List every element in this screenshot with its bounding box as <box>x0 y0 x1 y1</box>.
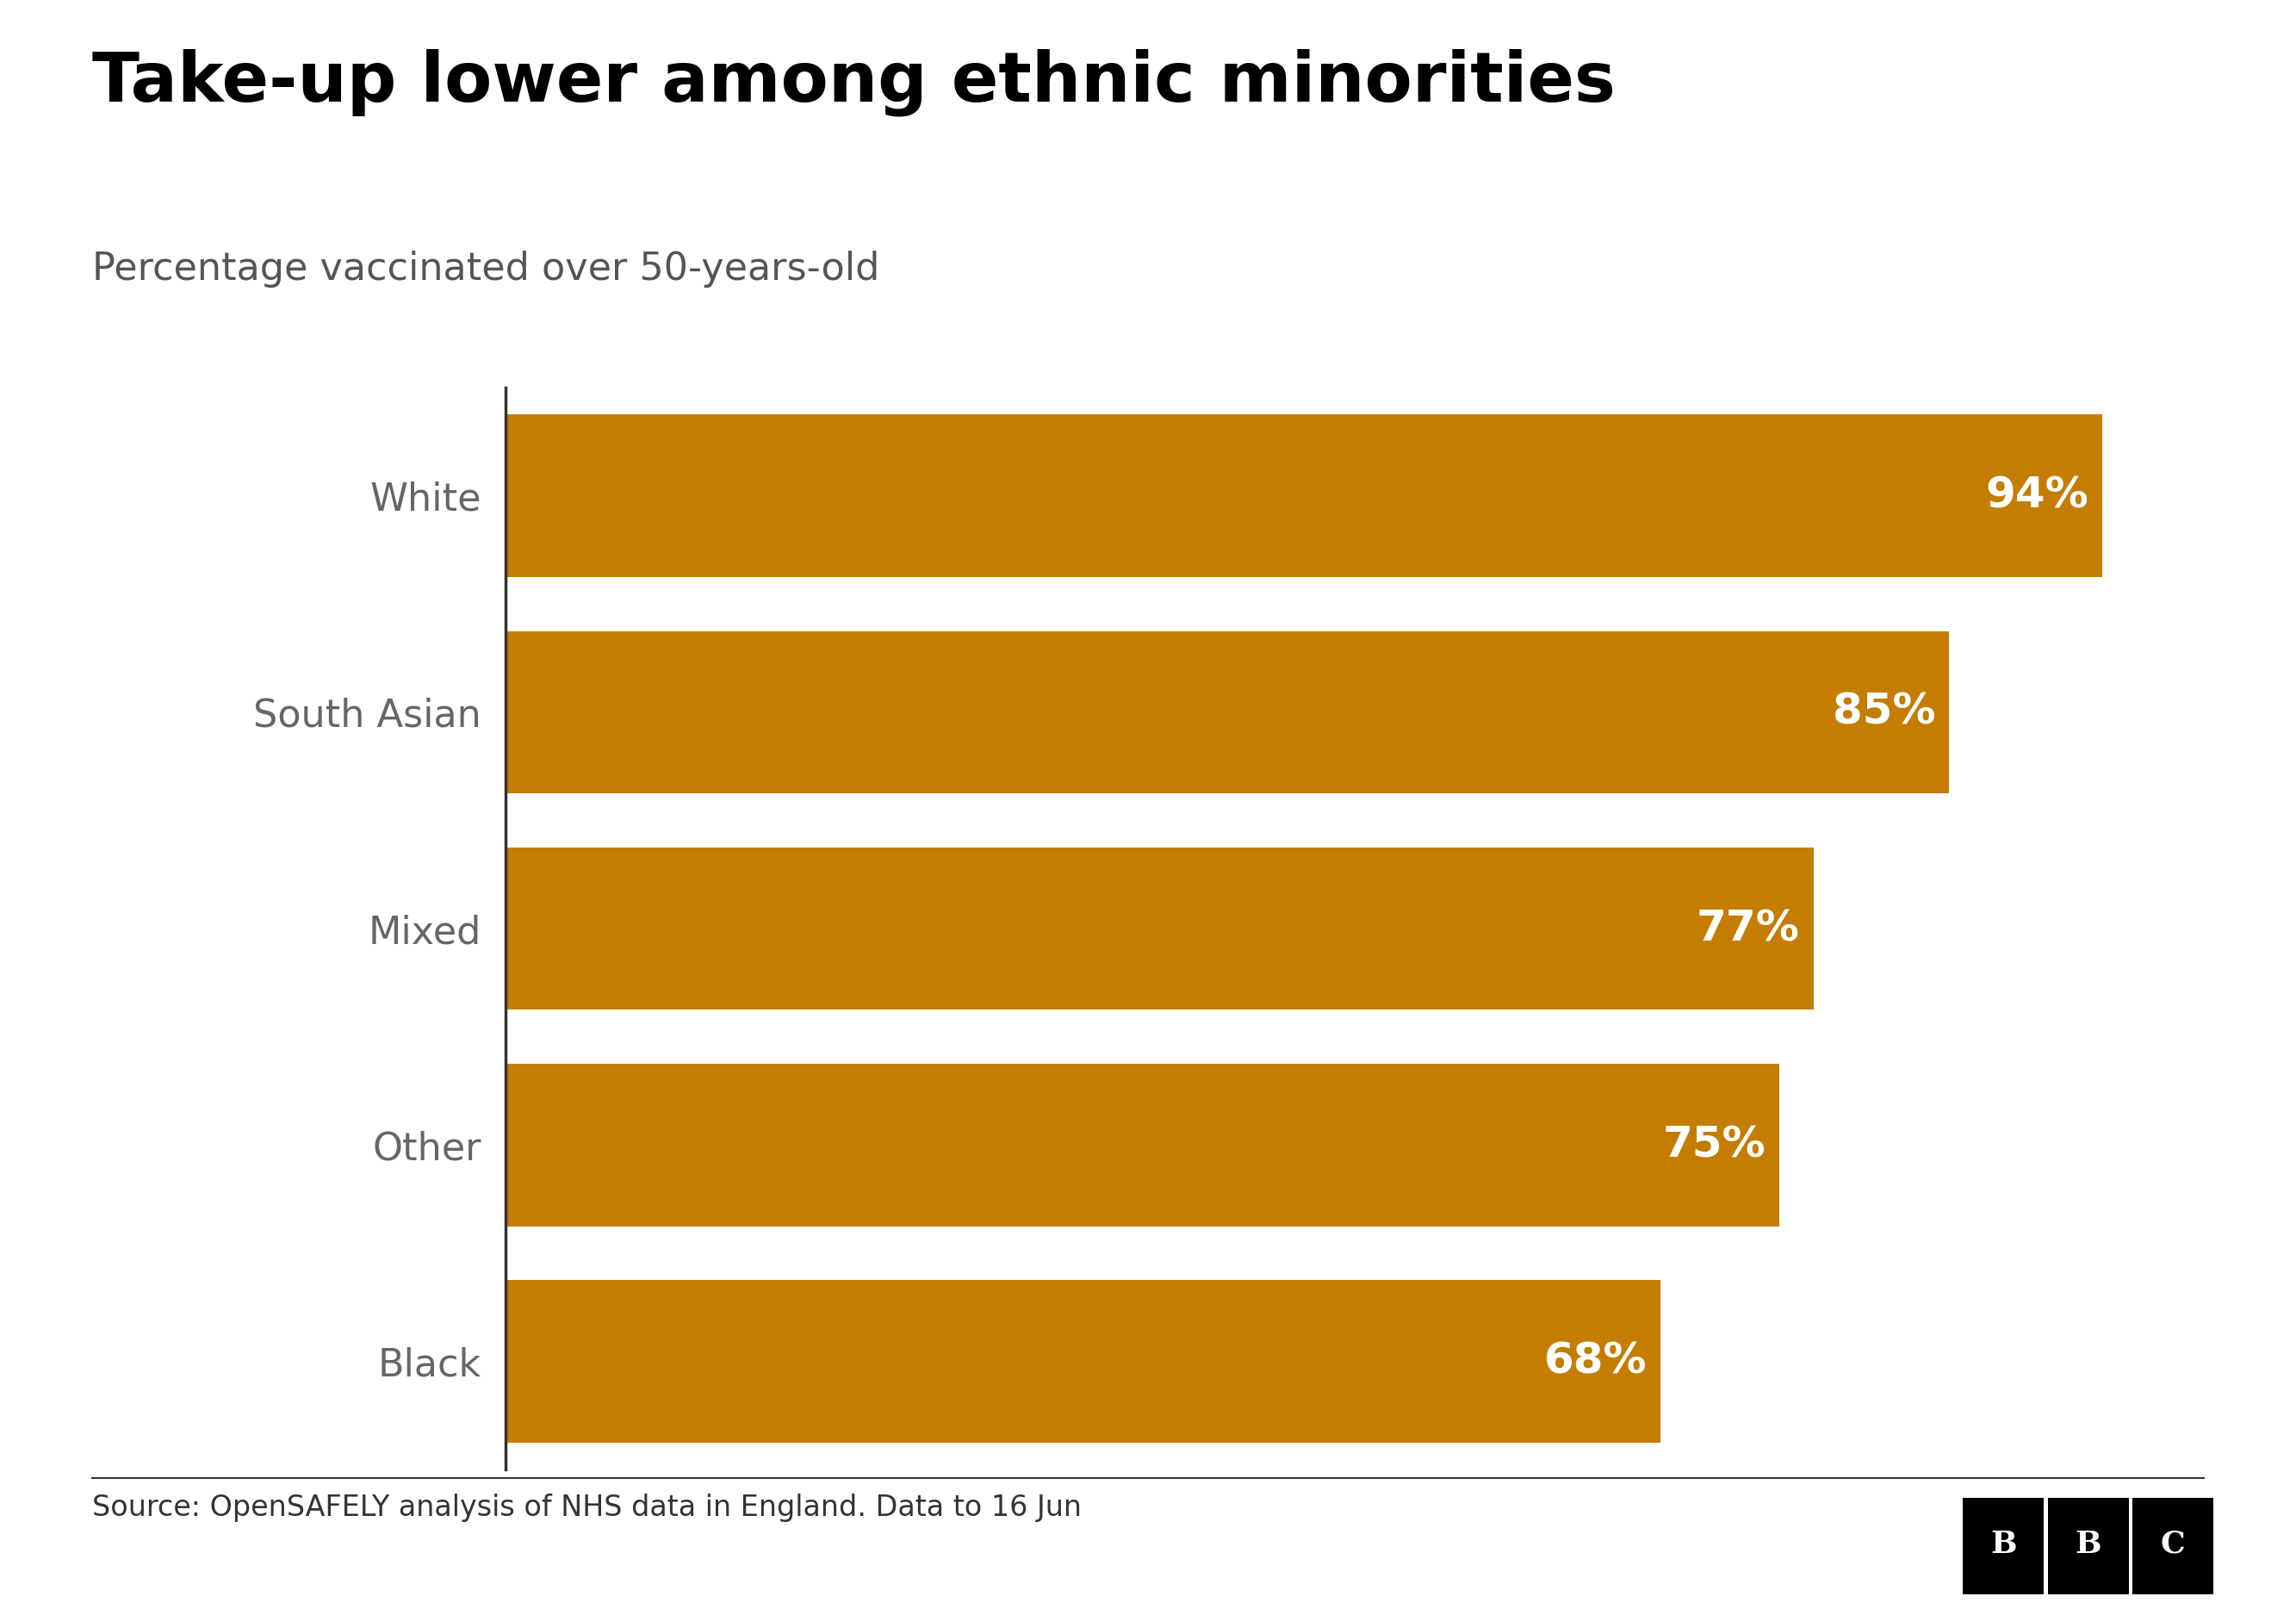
Text: Take-up lower among ethnic minorities: Take-up lower among ethnic minorities <box>92 48 1616 116</box>
Text: 77%: 77% <box>1697 908 1800 950</box>
Bar <box>505 415 2103 577</box>
Text: C: C <box>2161 1529 2186 1558</box>
Text: Percentage vaccinated over 50-years-old: Percentage vaccinated over 50-years-old <box>92 250 879 287</box>
Text: B: B <box>2076 1529 2101 1558</box>
Text: 75%: 75% <box>1662 1124 1766 1166</box>
Text: 85%: 85% <box>1832 691 1936 733</box>
Bar <box>505 1064 1779 1226</box>
Bar <box>505 1281 1660 1442</box>
FancyBboxPatch shape <box>2133 1499 2213 1594</box>
Text: 94%: 94% <box>1986 475 2089 517</box>
FancyBboxPatch shape <box>1963 1499 2043 1594</box>
Text: 68%: 68% <box>1543 1340 1646 1382</box>
FancyBboxPatch shape <box>2048 1499 2128 1594</box>
Text: Source: OpenSAFELY analysis of NHS data in England. Data to 16 Jun: Source: OpenSAFELY analysis of NHS data … <box>92 1494 1081 1523</box>
Bar <box>505 631 1949 793</box>
Text: B: B <box>1991 1529 2016 1558</box>
Bar <box>505 848 1814 1009</box>
